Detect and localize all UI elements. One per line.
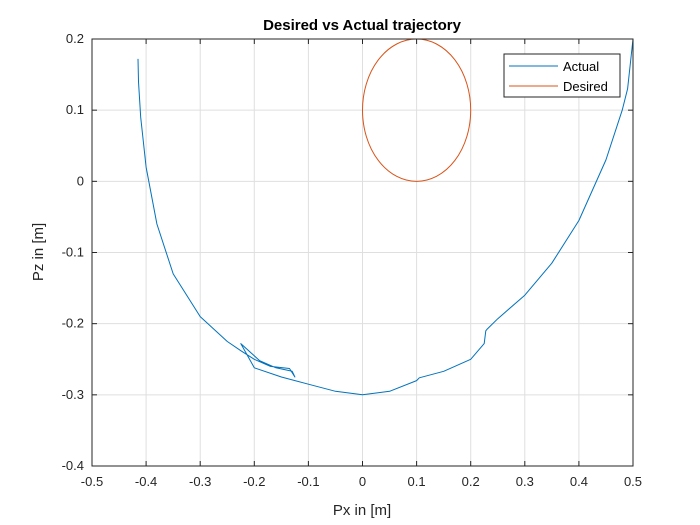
- x-tick-label: -0.1: [297, 474, 319, 489]
- chart-title: Desired vs Actual trajectory: [263, 17, 462, 34]
- x-tick-label: 0.1: [408, 474, 426, 489]
- legend-box: [503, 53, 621, 98]
- y-tick-label: 0.2: [66, 31, 84, 46]
- y-tick-label: -0.2: [62, 316, 84, 331]
- y-tick-label: -0.3: [62, 387, 84, 402]
- legend: Actual Desired: [503, 53, 621, 98]
- x-tick-label: -0.5: [81, 474, 103, 489]
- y-tick-label: 0.1: [66, 102, 84, 117]
- ticks: [91, 38, 634, 467]
- x-tick-label: 0.4: [570, 474, 588, 489]
- series-actual-line: [137, 38, 634, 396]
- y-tick-label: 0: [77, 173, 84, 188]
- y-axis-title: Pz in [m]: [30, 223, 47, 281]
- y-tick-label: -0.1: [62, 245, 84, 260]
- x-tick-label: 0.2: [462, 474, 480, 489]
- x-tick-label: -0.2: [243, 474, 265, 489]
- x-tick-label: -0.4: [135, 474, 157, 489]
- x-axis-title: Px in [m]: [333, 502, 391, 519]
- x-tick-label: 0.5: [624, 474, 642, 489]
- legend-label-desired: Desired: [563, 79, 608, 94]
- legend-label-actual: Actual: [563, 59, 599, 74]
- x-tick-label: 0.3: [516, 474, 534, 489]
- x-tick-label: -0.3: [189, 474, 211, 489]
- x-tick-label: 0: [359, 474, 366, 489]
- tick-labels: -0.5 -0.4 -0.3 -0.2 -0.1 0 0.1 0.2 0.3 0.4 0.5-0.4…: [62, 31, 642, 489]
- y-tick-label: -0.4: [62, 458, 84, 473]
